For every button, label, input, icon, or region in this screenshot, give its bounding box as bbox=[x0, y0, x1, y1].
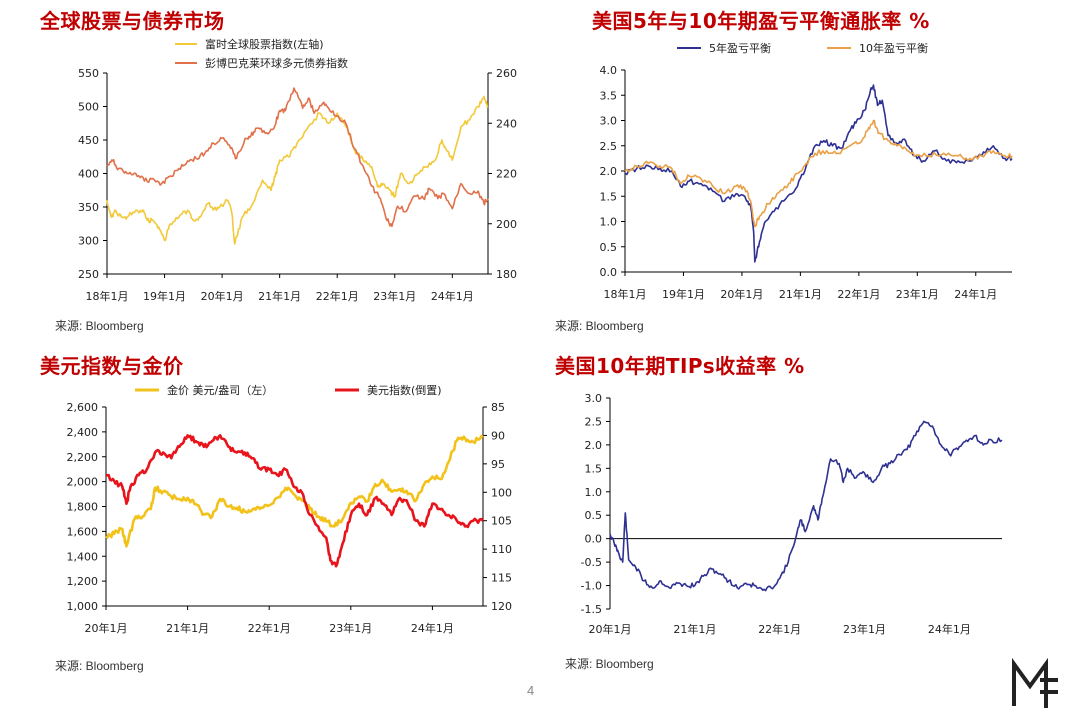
y-tick-label: 1.5 bbox=[585, 462, 603, 475]
y-tick-label: 1,000 bbox=[67, 600, 99, 613]
y-tick-label: 260 bbox=[496, 67, 517, 80]
legend-label: 10年盈亏平衡 bbox=[859, 41, 928, 55]
y-tick-label: 95 bbox=[491, 458, 505, 471]
x-tick-label: 24年1月 bbox=[411, 621, 454, 635]
y-tick-label: 2.0 bbox=[585, 439, 603, 452]
y-tick-label: 3.0 bbox=[585, 392, 603, 405]
x-tick-label: 24年1月 bbox=[954, 287, 997, 301]
x-tick-label: 20年1月 bbox=[720, 287, 763, 301]
x-tick-label: 18年1月 bbox=[86, 289, 129, 303]
x-tick-label: 20年1月 bbox=[85, 621, 128, 635]
y-tick-label: 4.0 bbox=[600, 64, 618, 77]
y-tick-label: 350 bbox=[78, 201, 99, 214]
y-tick-label: 2,400 bbox=[67, 426, 99, 439]
series-line bbox=[105, 434, 484, 548]
series-line bbox=[106, 87, 489, 228]
y-tick-label: 180 bbox=[496, 268, 517, 281]
legend-label: 富时全球股票指数(左轴) bbox=[205, 37, 324, 51]
x-tick-label: 21年1月 bbox=[258, 289, 301, 303]
legend-label: 彭博巴克莱环球多元债券指数 bbox=[205, 56, 348, 70]
series-line bbox=[105, 434, 484, 568]
y-tick-label: 300 bbox=[78, 235, 99, 248]
y-tick-label: 3.5 bbox=[600, 89, 618, 102]
brand-logo-icon bbox=[1012, 657, 1058, 708]
x-tick-label: 20年1月 bbox=[201, 289, 244, 303]
legend-label: 金价 美元/盎司（左） bbox=[167, 383, 273, 397]
series-line bbox=[624, 84, 1013, 263]
y-tick-label: 2,200 bbox=[67, 451, 99, 464]
y-tick-label: 0.5 bbox=[585, 509, 603, 522]
y-tick-label: 3.0 bbox=[600, 115, 618, 128]
x-tick-label: 21年1月 bbox=[779, 287, 822, 301]
panel-title: 美国5年与10年期盈亏平衡通胀率 % bbox=[592, 9, 930, 33]
y-tick-label: 115 bbox=[491, 572, 512, 585]
series-line bbox=[624, 119, 1013, 228]
source-note: 来源: Bloomberg bbox=[55, 659, 144, 673]
y-tick-label: 220 bbox=[496, 168, 517, 181]
x-tick-label: 23年1月 bbox=[843, 622, 886, 636]
y-tick-label: 1,400 bbox=[67, 550, 99, 563]
y-tick-label: 240 bbox=[496, 117, 517, 130]
y-tick-label: 550 bbox=[78, 67, 99, 80]
y-tick-label: -1.0 bbox=[581, 580, 602, 593]
x-tick-label: 22年1月 bbox=[316, 289, 359, 303]
x-tick-label: 23年1月 bbox=[329, 621, 372, 635]
source-note: 来源: Bloomberg bbox=[55, 319, 144, 333]
x-tick-label: 18年1月 bbox=[604, 287, 647, 301]
x-tick-label: 21年1月 bbox=[673, 622, 716, 636]
page-number: 4 bbox=[527, 683, 535, 698]
y-tick-label: 110 bbox=[491, 543, 512, 556]
x-tick-label: 22年1月 bbox=[758, 622, 801, 636]
x-tick-label: 24年1月 bbox=[928, 622, 971, 636]
panel-title: 全球股票与债券市场 bbox=[40, 9, 225, 33]
y-tick-label: 2.5 bbox=[585, 415, 603, 428]
y-tick-label: 1,800 bbox=[67, 501, 99, 514]
y-tick-label: 1.0 bbox=[600, 216, 618, 229]
source-note: 来源: Bloomberg bbox=[555, 319, 644, 333]
series-line bbox=[106, 95, 489, 245]
y-tick-label: 2,600 bbox=[67, 401, 99, 414]
y-tick-label: 450 bbox=[78, 134, 99, 147]
x-tick-label: 19年1月 bbox=[662, 287, 705, 301]
y-tick-label: 1,200 bbox=[67, 575, 99, 588]
legend-label: 5年盈亏平衡 bbox=[709, 41, 771, 55]
panel-title: 美国10年期TIPs收益率 % bbox=[555, 354, 805, 378]
panel-title: 美元指数与金价 bbox=[40, 354, 184, 378]
y-tick-label: 1.0 bbox=[585, 486, 603, 499]
x-tick-label: 22年1月 bbox=[837, 287, 880, 301]
y-tick-label: -1.5 bbox=[581, 603, 602, 616]
y-tick-label: -0.5 bbox=[581, 556, 602, 569]
legend-label: 美元指数(倒置) bbox=[367, 383, 442, 397]
x-tick-label: 23年1月 bbox=[896, 287, 939, 301]
y-tick-label: 100 bbox=[491, 486, 512, 499]
y-tick-label: 120 bbox=[491, 600, 512, 613]
y-tick-label: 0.0 bbox=[600, 266, 618, 279]
y-tick-label: 2,000 bbox=[67, 476, 99, 489]
y-tick-label: 90 bbox=[491, 429, 505, 442]
series-line bbox=[609, 420, 1003, 592]
y-tick-label: 400 bbox=[78, 168, 99, 181]
source-note: 来源: Bloomberg bbox=[565, 657, 654, 671]
y-tick-label: 0.5 bbox=[600, 241, 618, 254]
x-tick-label: 19年1月 bbox=[143, 289, 186, 303]
x-tick-label: 22年1月 bbox=[248, 621, 291, 635]
y-tick-label: 2.5 bbox=[600, 140, 618, 153]
y-tick-label: 200 bbox=[496, 218, 517, 231]
x-tick-label: 20年1月 bbox=[589, 622, 632, 636]
y-tick-label: 2.0 bbox=[600, 165, 618, 178]
y-tick-label: 0.0 bbox=[585, 533, 603, 546]
y-tick-label: 85 bbox=[491, 401, 505, 414]
y-tick-label: 105 bbox=[491, 515, 512, 528]
y-tick-label: 500 bbox=[78, 101, 99, 114]
x-tick-label: 21年1月 bbox=[166, 621, 209, 635]
x-tick-label: 23年1月 bbox=[373, 289, 416, 303]
y-tick-label: 1,600 bbox=[67, 525, 99, 538]
x-tick-label: 24年1月 bbox=[431, 289, 474, 303]
y-tick-label: 250 bbox=[78, 268, 99, 281]
y-tick-label: 1.5 bbox=[600, 190, 618, 203]
